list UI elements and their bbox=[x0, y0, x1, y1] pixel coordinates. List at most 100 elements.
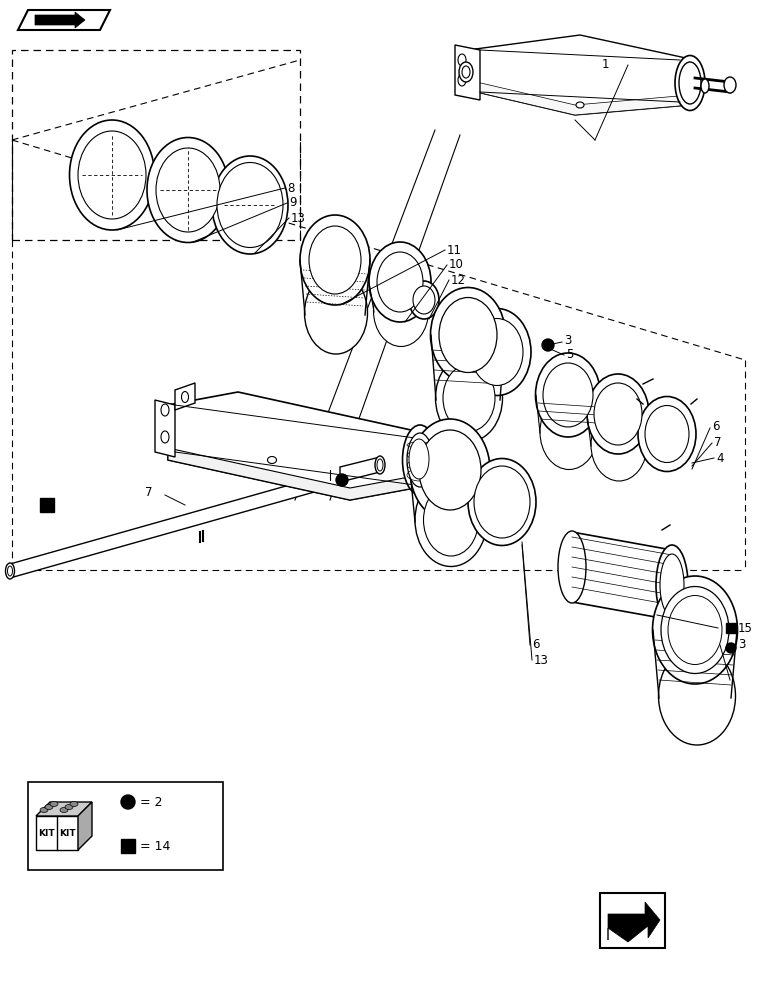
Polygon shape bbox=[168, 392, 420, 500]
Ellipse shape bbox=[468, 458, 536, 546]
Polygon shape bbox=[78, 802, 92, 850]
Ellipse shape bbox=[377, 252, 423, 312]
Polygon shape bbox=[36, 802, 92, 816]
Ellipse shape bbox=[660, 554, 684, 616]
Ellipse shape bbox=[300, 215, 370, 305]
Ellipse shape bbox=[60, 808, 68, 812]
Ellipse shape bbox=[435, 355, 502, 442]
Ellipse shape bbox=[377, 459, 383, 471]
Text: KIT: KIT bbox=[59, 828, 75, 838]
Text: 7: 7 bbox=[714, 436, 721, 450]
Ellipse shape bbox=[415, 474, 487, 566]
Ellipse shape bbox=[587, 374, 649, 454]
Circle shape bbox=[336, 474, 348, 486]
Ellipse shape bbox=[540, 394, 598, 470]
Polygon shape bbox=[155, 400, 175, 457]
Bar bbox=[726, 623, 736, 633]
Ellipse shape bbox=[463, 308, 531, 395]
Bar bbox=[121, 839, 135, 853]
Text: 9: 9 bbox=[289, 196, 296, 210]
Ellipse shape bbox=[161, 431, 169, 443]
Polygon shape bbox=[572, 532, 672, 620]
Polygon shape bbox=[168, 448, 420, 500]
Text: KIT: KIT bbox=[38, 828, 54, 838]
Ellipse shape bbox=[45, 804, 53, 810]
Ellipse shape bbox=[701, 79, 709, 93]
Ellipse shape bbox=[439, 298, 497, 372]
Text: 5: 5 bbox=[566, 349, 573, 361]
Text: 8: 8 bbox=[287, 182, 294, 194]
Ellipse shape bbox=[147, 137, 229, 242]
Circle shape bbox=[121, 795, 135, 809]
Text: 11: 11 bbox=[447, 243, 462, 256]
Polygon shape bbox=[10, 458, 385, 578]
Ellipse shape bbox=[591, 409, 647, 481]
Ellipse shape bbox=[5, 563, 14, 579]
Polygon shape bbox=[36, 816, 78, 850]
Text: 13: 13 bbox=[534, 654, 549, 666]
Ellipse shape bbox=[638, 396, 696, 472]
Ellipse shape bbox=[50, 802, 58, 806]
Ellipse shape bbox=[459, 62, 473, 82]
Text: 1: 1 bbox=[602, 58, 610, 72]
Polygon shape bbox=[340, 457, 380, 482]
Ellipse shape bbox=[409, 439, 429, 479]
Ellipse shape bbox=[558, 531, 586, 603]
Ellipse shape bbox=[679, 62, 701, 104]
Polygon shape bbox=[468, 35, 695, 115]
Text: 12: 12 bbox=[451, 273, 466, 286]
Ellipse shape bbox=[161, 404, 169, 416]
Text: = 14: = 14 bbox=[140, 840, 170, 852]
Ellipse shape bbox=[65, 804, 73, 810]
Circle shape bbox=[726, 643, 736, 653]
Ellipse shape bbox=[410, 419, 490, 521]
Ellipse shape bbox=[373, 275, 429, 347]
Ellipse shape bbox=[156, 148, 220, 232]
Text: 15: 15 bbox=[738, 621, 753, 635]
Ellipse shape bbox=[403, 425, 438, 495]
Text: 3: 3 bbox=[564, 334, 572, 347]
Bar bbox=[12, 50, 300, 240]
Ellipse shape bbox=[474, 466, 530, 538]
Polygon shape bbox=[35, 12, 85, 28]
Ellipse shape bbox=[656, 545, 688, 625]
Ellipse shape bbox=[40, 808, 48, 812]
Ellipse shape bbox=[430, 288, 505, 382]
Ellipse shape bbox=[668, 595, 722, 664]
Ellipse shape bbox=[458, 74, 466, 86]
Ellipse shape bbox=[458, 54, 466, 66]
Ellipse shape bbox=[594, 383, 642, 445]
Ellipse shape bbox=[443, 364, 495, 432]
Text: 3: 3 bbox=[738, 639, 746, 652]
Text: 13: 13 bbox=[291, 212, 306, 225]
Bar bbox=[600, 893, 665, 948]
Ellipse shape bbox=[369, 242, 431, 322]
Ellipse shape bbox=[212, 156, 288, 254]
Ellipse shape bbox=[182, 391, 188, 402]
Ellipse shape bbox=[69, 120, 154, 230]
Bar bbox=[40, 498, 54, 512]
Polygon shape bbox=[18, 10, 110, 30]
Ellipse shape bbox=[309, 226, 361, 294]
Ellipse shape bbox=[536, 353, 600, 437]
Ellipse shape bbox=[658, 647, 736, 745]
Polygon shape bbox=[455, 45, 480, 100]
Text: 7: 7 bbox=[145, 487, 153, 499]
Ellipse shape bbox=[78, 131, 146, 219]
Ellipse shape bbox=[576, 102, 584, 108]
Ellipse shape bbox=[462, 66, 470, 78]
Ellipse shape bbox=[471, 318, 523, 385]
Ellipse shape bbox=[419, 430, 481, 510]
Ellipse shape bbox=[217, 162, 283, 247]
Ellipse shape bbox=[8, 566, 12, 576]
Ellipse shape bbox=[305, 272, 368, 354]
Bar bbox=[28, 782, 223, 870]
Ellipse shape bbox=[724, 77, 736, 93]
Ellipse shape bbox=[70, 802, 78, 806]
Ellipse shape bbox=[375, 456, 385, 474]
Ellipse shape bbox=[543, 363, 593, 427]
Polygon shape bbox=[175, 383, 195, 410]
Polygon shape bbox=[608, 902, 660, 942]
Ellipse shape bbox=[423, 484, 479, 556]
Polygon shape bbox=[468, 80, 690, 115]
